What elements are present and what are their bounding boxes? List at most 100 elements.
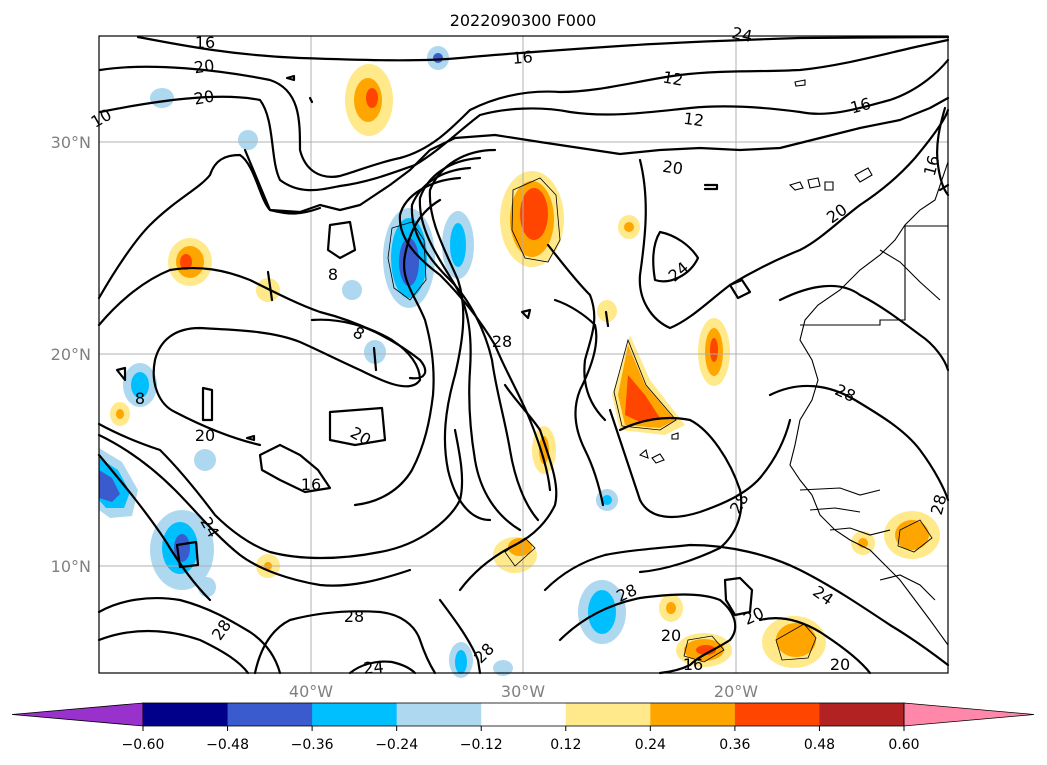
lat-labels: 30°N 20°N 10°N — [51, 133, 91, 576]
contour-line — [520, 308, 532, 320]
warm-blob — [710, 338, 718, 362]
colorbar-segment — [565, 703, 651, 726]
anomaly-outline — [897, 519, 933, 553]
warm-blob — [520, 188, 548, 240]
contour-line — [98, 58, 950, 192]
colorbar-tick-label: −0.12 — [460, 737, 503, 753]
map-title: 2022090300 F000 — [450, 11, 597, 30]
lon-labels: 40°W 30°W 20°W — [289, 682, 758, 701]
lat-label-30n: 30°N — [51, 133, 91, 152]
cool-blob — [493, 660, 513, 676]
contour-line — [608, 408, 792, 518]
contour-line — [97, 629, 250, 675]
cool-blob — [99, 470, 120, 502]
colorbar-segment — [650, 703, 736, 726]
contour-line — [604, 310, 610, 328]
contour-line — [723, 576, 754, 617]
contour-line — [398, 176, 552, 492]
island — [794, 79, 806, 87]
contour-line — [97, 453, 212, 602]
island — [638, 449, 649, 459]
cool-blob — [455, 650, 467, 674]
contour-line — [758, 617, 872, 675]
colorbar-ticks: −0.60 −0.48 −0.36 −0.24 −0.12 0.12 0.24 0.36 0.4… — [122, 726, 920, 753]
map-panel: 16 20 20 16 12 12 16 16 20 20 8 8 28 24 … — [88, 23, 950, 678]
border — [809, 507, 861, 513]
contour-line — [245, 434, 256, 442]
contour-label: 20 — [193, 56, 216, 78]
contour-line — [348, 660, 417, 675]
colorbar-extend-high — [903, 702, 1035, 727]
coastlines — [638, 79, 949, 646]
contour-label: 20 — [195, 426, 215, 445]
contour-line — [543, 543, 950, 667]
contour-line — [652, 230, 700, 283]
contour-line — [546, 243, 607, 422]
colorbar-segment — [481, 703, 567, 726]
colorbar-segment — [143, 703, 229, 726]
colorbar-segment — [227, 703, 313, 726]
lon-label-30w: 30°W — [501, 682, 545, 701]
contour-line — [201, 386, 214, 422]
colorbar-segment — [734, 703, 820, 726]
cool-blob — [194, 449, 216, 471]
contour-label: 16 — [195, 33, 215, 52]
contour-line — [372, 346, 378, 372]
contour-label: 28 — [344, 607, 364, 626]
warm-blob — [776, 623, 816, 657]
contour-line — [266, 270, 274, 302]
contour-line — [326, 220, 357, 260]
colorbar-tick-label: 0.24 — [635, 737, 666, 753]
border — [800, 226, 906, 326]
contour-line — [136, 35, 950, 62]
island — [807, 177, 821, 189]
island — [788, 181, 804, 191]
border — [829, 527, 891, 536]
contour-label: 16 — [512, 47, 534, 68]
contour-line — [438, 598, 482, 675]
warm-blob — [696, 645, 716, 655]
colorbar-segments — [11, 702, 1035, 727]
coastline — [789, 161, 949, 646]
contour-line — [428, 148, 497, 522]
contour-line — [553, 298, 605, 507]
anomaly-outline — [613, 338, 677, 431]
contour-line — [258, 443, 332, 494]
contour-label: 16 — [848, 94, 873, 118]
cool-blob — [238, 130, 258, 150]
lon-label-20w: 20°W — [714, 682, 758, 701]
contour-label: 16 — [920, 153, 944, 178]
contour-label: 24 — [363, 657, 385, 678]
contour-label: 24 — [730, 23, 754, 46]
cool-blob — [198, 577, 216, 597]
warm-blob — [624, 222, 634, 232]
cool-blob — [150, 88, 174, 108]
colorbar-tick-label: 0.48 — [804, 737, 835, 753]
lat-label-20n: 20°N — [51, 345, 91, 364]
colorbar-tick-label: 0.12 — [550, 737, 581, 753]
colorbar-tick-label: −0.24 — [375, 737, 418, 753]
contour-line — [618, 416, 743, 574]
island — [824, 181, 834, 191]
colorbar-segment — [819, 703, 905, 726]
contour-line — [728, 278, 752, 300]
cool-blob — [433, 53, 443, 63]
colorbar-tick-label: −0.36 — [291, 737, 334, 753]
cool-anomaly-shading — [99, 46, 626, 678]
contour-label: 16 — [301, 475, 321, 494]
contour-label: 28 — [492, 332, 512, 351]
contour-label: 12 — [682, 109, 705, 131]
contour-line — [353, 198, 442, 507]
map-frame — [98, 35, 949, 674]
colorbar-segment — [396, 703, 482, 726]
warm-blob — [625, 375, 660, 422]
anomaly-outline — [683, 635, 725, 663]
contour-line — [410, 166, 540, 522]
graticule — [99, 36, 948, 673]
cool-blob — [131, 372, 149, 398]
contour-line — [768, 384, 950, 502]
warm-blob — [116, 409, 124, 419]
contour-line — [285, 74, 296, 82]
cool-blob — [588, 590, 616, 634]
